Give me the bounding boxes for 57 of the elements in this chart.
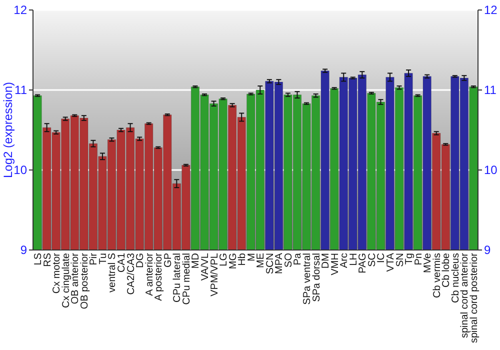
x-tick-label: Cx cingulate: [60, 252, 72, 308]
x-tick-label: ME: [256, 252, 267, 268]
x-tick-label: DG: [135, 252, 146, 268]
x-tick-label: OB anterior: [70, 252, 82, 304]
x-tick-label: spinal cord anterior: [460, 252, 471, 338]
x-tick-label: Cb nucleus: [450, 253, 462, 304]
x-tick-label: VTA: [385, 252, 396, 272]
y-tick-label: 9: [20, 243, 28, 258]
y2-tick-label: 10: [484, 163, 498, 178]
x-tick-label: CA2/CA3: [126, 252, 137, 295]
x-tick-label: SN: [394, 253, 406, 267]
x-tick-label: LS: [33, 252, 44, 266]
y2-tick-label: 11: [484, 83, 497, 98]
x-tick-label: CPu lateral: [172, 253, 184, 302]
x-tick-label: VA/VL: [200, 252, 211, 281]
x-tick-label: MPA: [274, 252, 286, 274]
x-tick-label: GP: [162, 252, 174, 268]
x-tick-label: A anterior: [144, 252, 156, 296]
y-tick-label: 10: [14, 163, 28, 178]
x-tick-label: SPa dorsal: [311, 253, 322, 302]
x-tick-label: IC: [376, 253, 388, 263]
x-tick-label: VPM/VPL: [209, 252, 220, 296]
x-tick-label: CA1: [116, 252, 128, 272]
y-tick-label: 11: [14, 83, 28, 98]
x-tick-label: SC: [366, 253, 378, 267]
x-tick-label: Pn: [413, 253, 424, 266]
x-tick-label: MVe: [422, 252, 434, 274]
y2-tick-label: 9: [484, 243, 491, 258]
x-tick-label: ventral S: [107, 252, 118, 292]
x-tick-label: LH: [348, 253, 360, 266]
x-tick-label: Pa: [292, 252, 304, 266]
x-tick-label: Pir: [88, 252, 100, 266]
x-tick-label: Cx motor: [52, 252, 63, 294]
x-tick-label: A posterior: [154, 252, 165, 301]
y-tick-label: 12: [14, 3, 28, 18]
x-tick-label: VMH: [330, 253, 341, 276]
x-tick-label: Arc: [339, 253, 350, 268]
x-tick-label: OB posterior: [79, 252, 90, 310]
x-tick-label: Cb vermis: [432, 253, 443, 298]
x-tick-label: LG: [218, 252, 230, 266]
x-tick-label: Cb lobe: [441, 252, 452, 288]
x-tick-label: Hb: [237, 252, 248, 266]
x-tick-label: Tg: [404, 253, 416, 265]
x-tick-label: MD: [190, 253, 202, 269]
x-tick-label: RS: [42, 252, 54, 267]
x-tick-label: CPu medial: [181, 253, 192, 305]
x-tick-label: MG: [228, 252, 239, 270]
x-tick-label: M: [246, 253, 258, 262]
x-tick-label: DM: [320, 253, 332, 269]
x-tick-label: Tu: [98, 253, 109, 264]
x-tick-label: SCN: [264, 253, 276, 274]
x-tick-label: SO: [283, 252, 294, 268]
x-tick-label: spinal cord posterior: [468, 252, 480, 344]
y-axis-title: Log2 (expression): [1, 82, 15, 178]
x-tick-label: SPa ventral: [302, 253, 314, 305]
y2-tick-label: 12: [484, 3, 498, 18]
x-tick-label: PAG: [358, 252, 369, 274]
